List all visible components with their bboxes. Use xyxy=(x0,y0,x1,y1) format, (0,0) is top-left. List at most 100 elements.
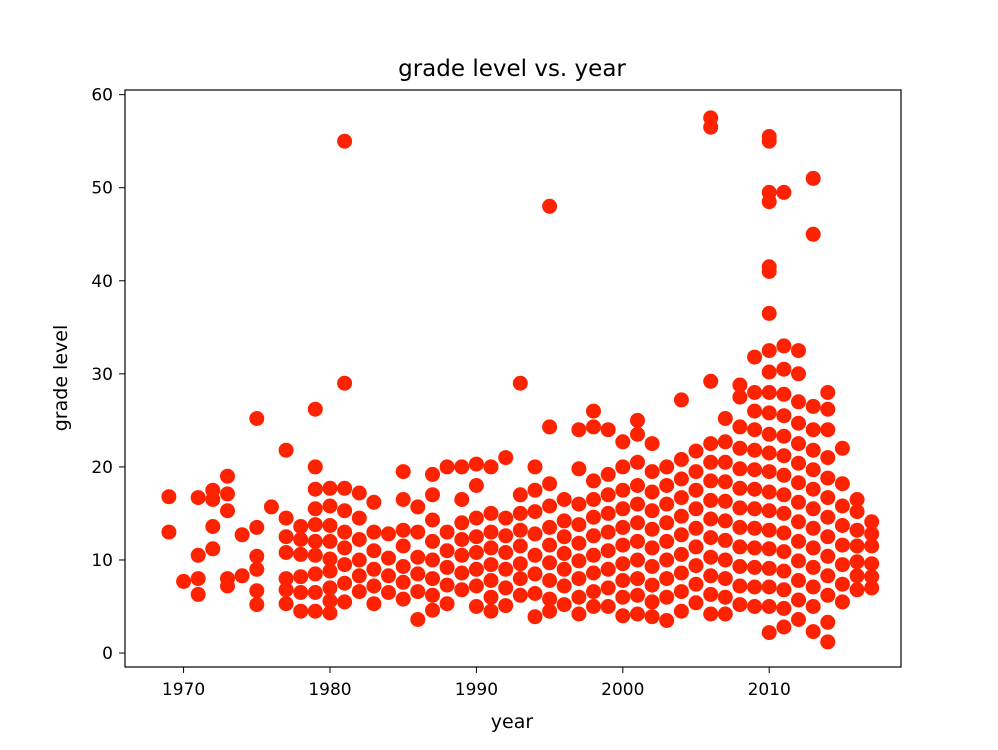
data-point xyxy=(805,501,821,517)
data-point xyxy=(425,587,440,603)
data-point xyxy=(278,545,294,560)
x-tick-label: 1990 xyxy=(455,680,498,700)
data-point xyxy=(717,552,733,568)
data-point xyxy=(322,533,338,549)
data-point xyxy=(791,415,806,431)
data-point xyxy=(556,561,572,577)
data-point xyxy=(425,602,440,618)
data-point xyxy=(249,561,265,577)
data-point xyxy=(600,580,616,596)
data-point xyxy=(600,524,616,540)
y-tick-label: 10 xyxy=(91,551,113,571)
data-point xyxy=(820,490,836,506)
y-tick-label: 30 xyxy=(91,365,113,385)
data-point xyxy=(322,593,338,609)
data-point xyxy=(381,585,396,600)
y-axis-label: grade level xyxy=(50,325,72,432)
data-point xyxy=(468,529,484,545)
data-point xyxy=(644,484,660,500)
data-point xyxy=(849,538,865,554)
data-point xyxy=(688,558,704,574)
data-point xyxy=(820,385,836,400)
data-point xyxy=(542,498,558,514)
data-point xyxy=(205,541,221,557)
data-point xyxy=(586,528,601,544)
data-point xyxy=(630,412,645,428)
data-point xyxy=(556,597,572,613)
data-point xyxy=(630,552,645,568)
data-point xyxy=(454,459,470,475)
data-point xyxy=(805,624,821,640)
data-point xyxy=(542,591,558,607)
data-point xyxy=(717,589,733,605)
data-point xyxy=(747,540,763,556)
data-point xyxy=(468,561,484,577)
data-point xyxy=(220,503,235,519)
data-point xyxy=(776,386,792,402)
data-point xyxy=(556,546,572,561)
data-point xyxy=(322,480,338,496)
data-point xyxy=(322,605,338,621)
data-point xyxy=(732,539,748,555)
data-point xyxy=(498,450,514,466)
data-point xyxy=(791,514,806,530)
data-point xyxy=(732,389,748,405)
data-point xyxy=(600,466,616,482)
data-point xyxy=(337,594,353,610)
data-point xyxy=(307,517,323,533)
data-point xyxy=(864,569,880,585)
data-point xyxy=(703,586,719,602)
data-point xyxy=(717,571,733,587)
data-point xyxy=(820,470,836,486)
data-point xyxy=(688,443,704,459)
data-point xyxy=(307,585,323,600)
data-point xyxy=(747,349,763,365)
data-point xyxy=(278,442,294,458)
data-point xyxy=(630,426,645,442)
data-point xyxy=(425,512,440,528)
data-point xyxy=(454,547,470,563)
data-point xyxy=(527,547,543,563)
data-point xyxy=(659,533,675,549)
data-point xyxy=(571,553,587,569)
data-point xyxy=(791,366,806,382)
data-point xyxy=(630,515,645,531)
data-point xyxy=(366,561,382,577)
data-point xyxy=(351,584,367,600)
data-point xyxy=(659,478,675,493)
data-point xyxy=(849,554,865,570)
data-point xyxy=(483,603,499,619)
data-point xyxy=(571,571,587,587)
data-point xyxy=(673,603,689,619)
data-point xyxy=(600,599,616,614)
data-point xyxy=(381,568,396,584)
data-point xyxy=(600,505,616,521)
data-point xyxy=(220,468,235,484)
data-point xyxy=(747,442,763,458)
data-point xyxy=(703,454,719,470)
data-point xyxy=(410,566,426,582)
data-point xyxy=(337,375,353,391)
data-point xyxy=(717,532,733,548)
data-point xyxy=(454,565,470,581)
data-point xyxy=(556,529,572,545)
data-point xyxy=(791,612,806,627)
data-point xyxy=(307,533,323,549)
data-point xyxy=(615,589,631,605)
data-point xyxy=(776,448,792,464)
data-point xyxy=(732,440,748,456)
data-point xyxy=(761,364,777,380)
data-point xyxy=(761,264,777,279)
data-point xyxy=(703,473,719,489)
data-point xyxy=(761,464,777,480)
data-point xyxy=(688,464,704,480)
data-point xyxy=(293,546,309,562)
data-point xyxy=(410,612,426,627)
data-point xyxy=(571,461,587,477)
data-point xyxy=(644,464,660,480)
data-point xyxy=(644,540,660,556)
data-point xyxy=(542,419,558,435)
data-point xyxy=(776,408,792,424)
